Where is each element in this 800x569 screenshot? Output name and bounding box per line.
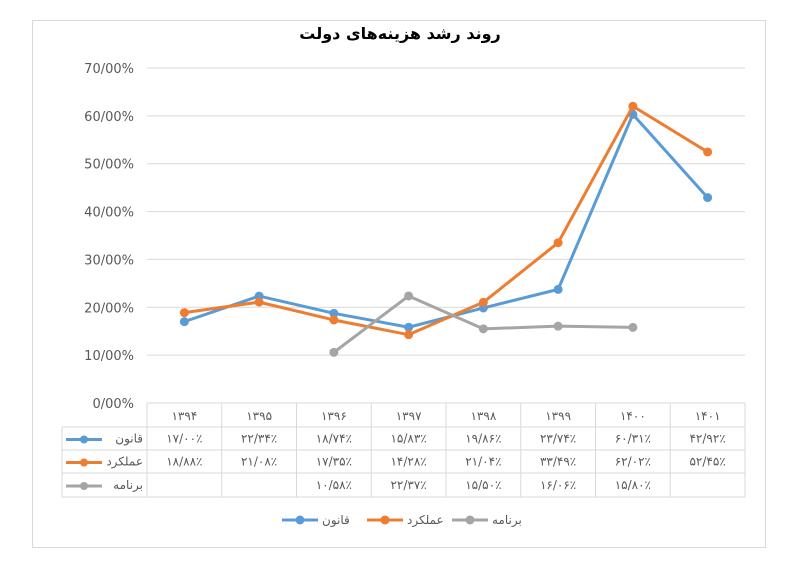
table-cell: ۱۷/۳۵٪ bbox=[316, 455, 352, 469]
table-cell: ۴۲/۹۲٪ bbox=[689, 432, 725, 446]
x-tick-label: ۱۳۹۸ bbox=[470, 409, 496, 423]
table-cell: ۲۲/۳۷٪ bbox=[390, 478, 426, 492]
table-cell: ۱۹/۸۶٪ bbox=[465, 432, 501, 446]
legend-label: برنامه bbox=[492, 513, 522, 528]
table-series-label: برنامه bbox=[113, 478, 143, 493]
x-tick-label: ۱۳۹۹ bbox=[545, 409, 571, 423]
legend-marker bbox=[465, 515, 475, 525]
table-cell: ۱۸/۸۸٪ bbox=[166, 455, 202, 469]
y-tick-label: 10/00% bbox=[84, 349, 134, 364]
table-cell: ۳۳/۴۹٪ bbox=[540, 455, 576, 469]
table-cell: ۶۲/۰۲٪ bbox=[615, 455, 651, 469]
table-series-label: عملکرد bbox=[106, 455, 143, 470]
x-tick-label: ۱۳۹۶ bbox=[321, 409, 347, 423]
data-point bbox=[179, 308, 189, 318]
data-point bbox=[404, 330, 414, 340]
data-point bbox=[553, 238, 563, 248]
x-tick-label: ۱۳۹۷ bbox=[396, 409, 422, 423]
table-legend-marker bbox=[80, 482, 88, 490]
data-point bbox=[628, 322, 638, 332]
x-tick-label: ۱۴۰۰ bbox=[620, 409, 646, 423]
data-point bbox=[553, 284, 563, 294]
table-cell: ۱۷/۰۰٪ bbox=[166, 432, 202, 446]
legend-marker bbox=[295, 515, 305, 525]
data-point bbox=[703, 147, 713, 157]
table-cell: ۱۰/۵۸٪ bbox=[316, 478, 352, 492]
data-point bbox=[553, 321, 563, 331]
table-cell: ۲۱/۰۸٪ bbox=[241, 455, 277, 469]
table-cell: ۱۶/۰۶٪ bbox=[540, 478, 576, 492]
data-point bbox=[404, 291, 414, 301]
table-cell: ۲۳/۷۴٪ bbox=[540, 432, 576, 446]
data-point bbox=[179, 317, 189, 327]
y-tick-label: 60/00% bbox=[84, 110, 134, 125]
data-point bbox=[404, 322, 414, 332]
y-tick-label: 70/00% bbox=[84, 62, 134, 77]
table-cell: ۱۵/۵۰٪ bbox=[465, 478, 501, 492]
legend-label: عملکرد bbox=[407, 513, 444, 528]
legend-label: قانون bbox=[322, 513, 350, 528]
y-tick-label: 0/00% bbox=[92, 397, 134, 412]
table-cell: ۱۸/۷۴٪ bbox=[316, 432, 352, 446]
data-point bbox=[478, 324, 488, 334]
table-series-label: قانون bbox=[115, 432, 143, 447]
legend-marker bbox=[380, 515, 390, 525]
y-tick-label: 40/00% bbox=[84, 206, 134, 221]
data-point bbox=[703, 193, 713, 203]
y-tick-label: 20/00% bbox=[84, 301, 134, 316]
table-cell: ۱۵/۸۳٪ bbox=[390, 432, 426, 446]
x-tick-label: ۱۳۹۴ bbox=[171, 409, 197, 423]
table-cell: ۱۴/۲۸٪ bbox=[390, 455, 426, 469]
table-cell: ۶۰/۳۱٪ bbox=[615, 432, 651, 446]
y-tick-label: 50/00% bbox=[84, 158, 134, 173]
x-tick-label: ۱۴۰۱ bbox=[695, 409, 721, 423]
data-point bbox=[329, 347, 339, 357]
table-legend-marker bbox=[80, 458, 88, 467]
data-point bbox=[254, 297, 264, 307]
x-tick-label: ۱۳۹۵ bbox=[246, 409, 272, 423]
chart-frame bbox=[32, 20, 766, 548]
data-point bbox=[478, 297, 488, 307]
y-tick-label: 30/00% bbox=[84, 253, 134, 268]
data-point bbox=[329, 308, 339, 318]
chart-title: روند رشد هزینه‌های دولت bbox=[299, 24, 500, 43]
data-point bbox=[628, 101, 638, 111]
table-cell: ۱۵/۸۰٪ bbox=[615, 478, 651, 492]
series-line bbox=[184, 104, 709, 337]
table-cell: ۲۱/۰۴٪ bbox=[465, 455, 501, 469]
table-cell: ۵۲/۴۵٪ bbox=[689, 455, 725, 469]
table-legend-marker bbox=[80, 435, 88, 444]
data-point bbox=[329, 315, 339, 325]
table-cell: ۲۲/۳۴٪ bbox=[241, 432, 277, 446]
